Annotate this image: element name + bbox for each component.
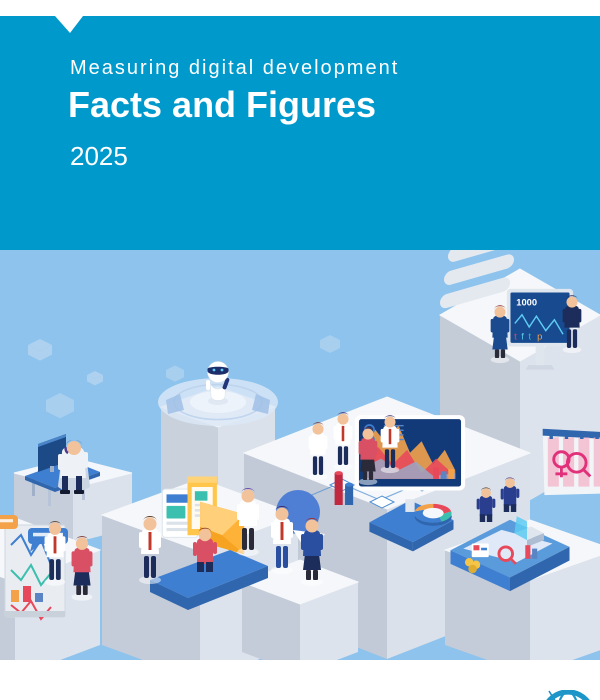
svg-text:t: t bbox=[514, 331, 517, 341]
svg-text:t: t bbox=[528, 331, 531, 341]
svg-text:1000: 1000 bbox=[516, 297, 537, 307]
svg-text:f: f bbox=[521, 331, 524, 341]
svg-text:p: p bbox=[537, 331, 542, 341]
